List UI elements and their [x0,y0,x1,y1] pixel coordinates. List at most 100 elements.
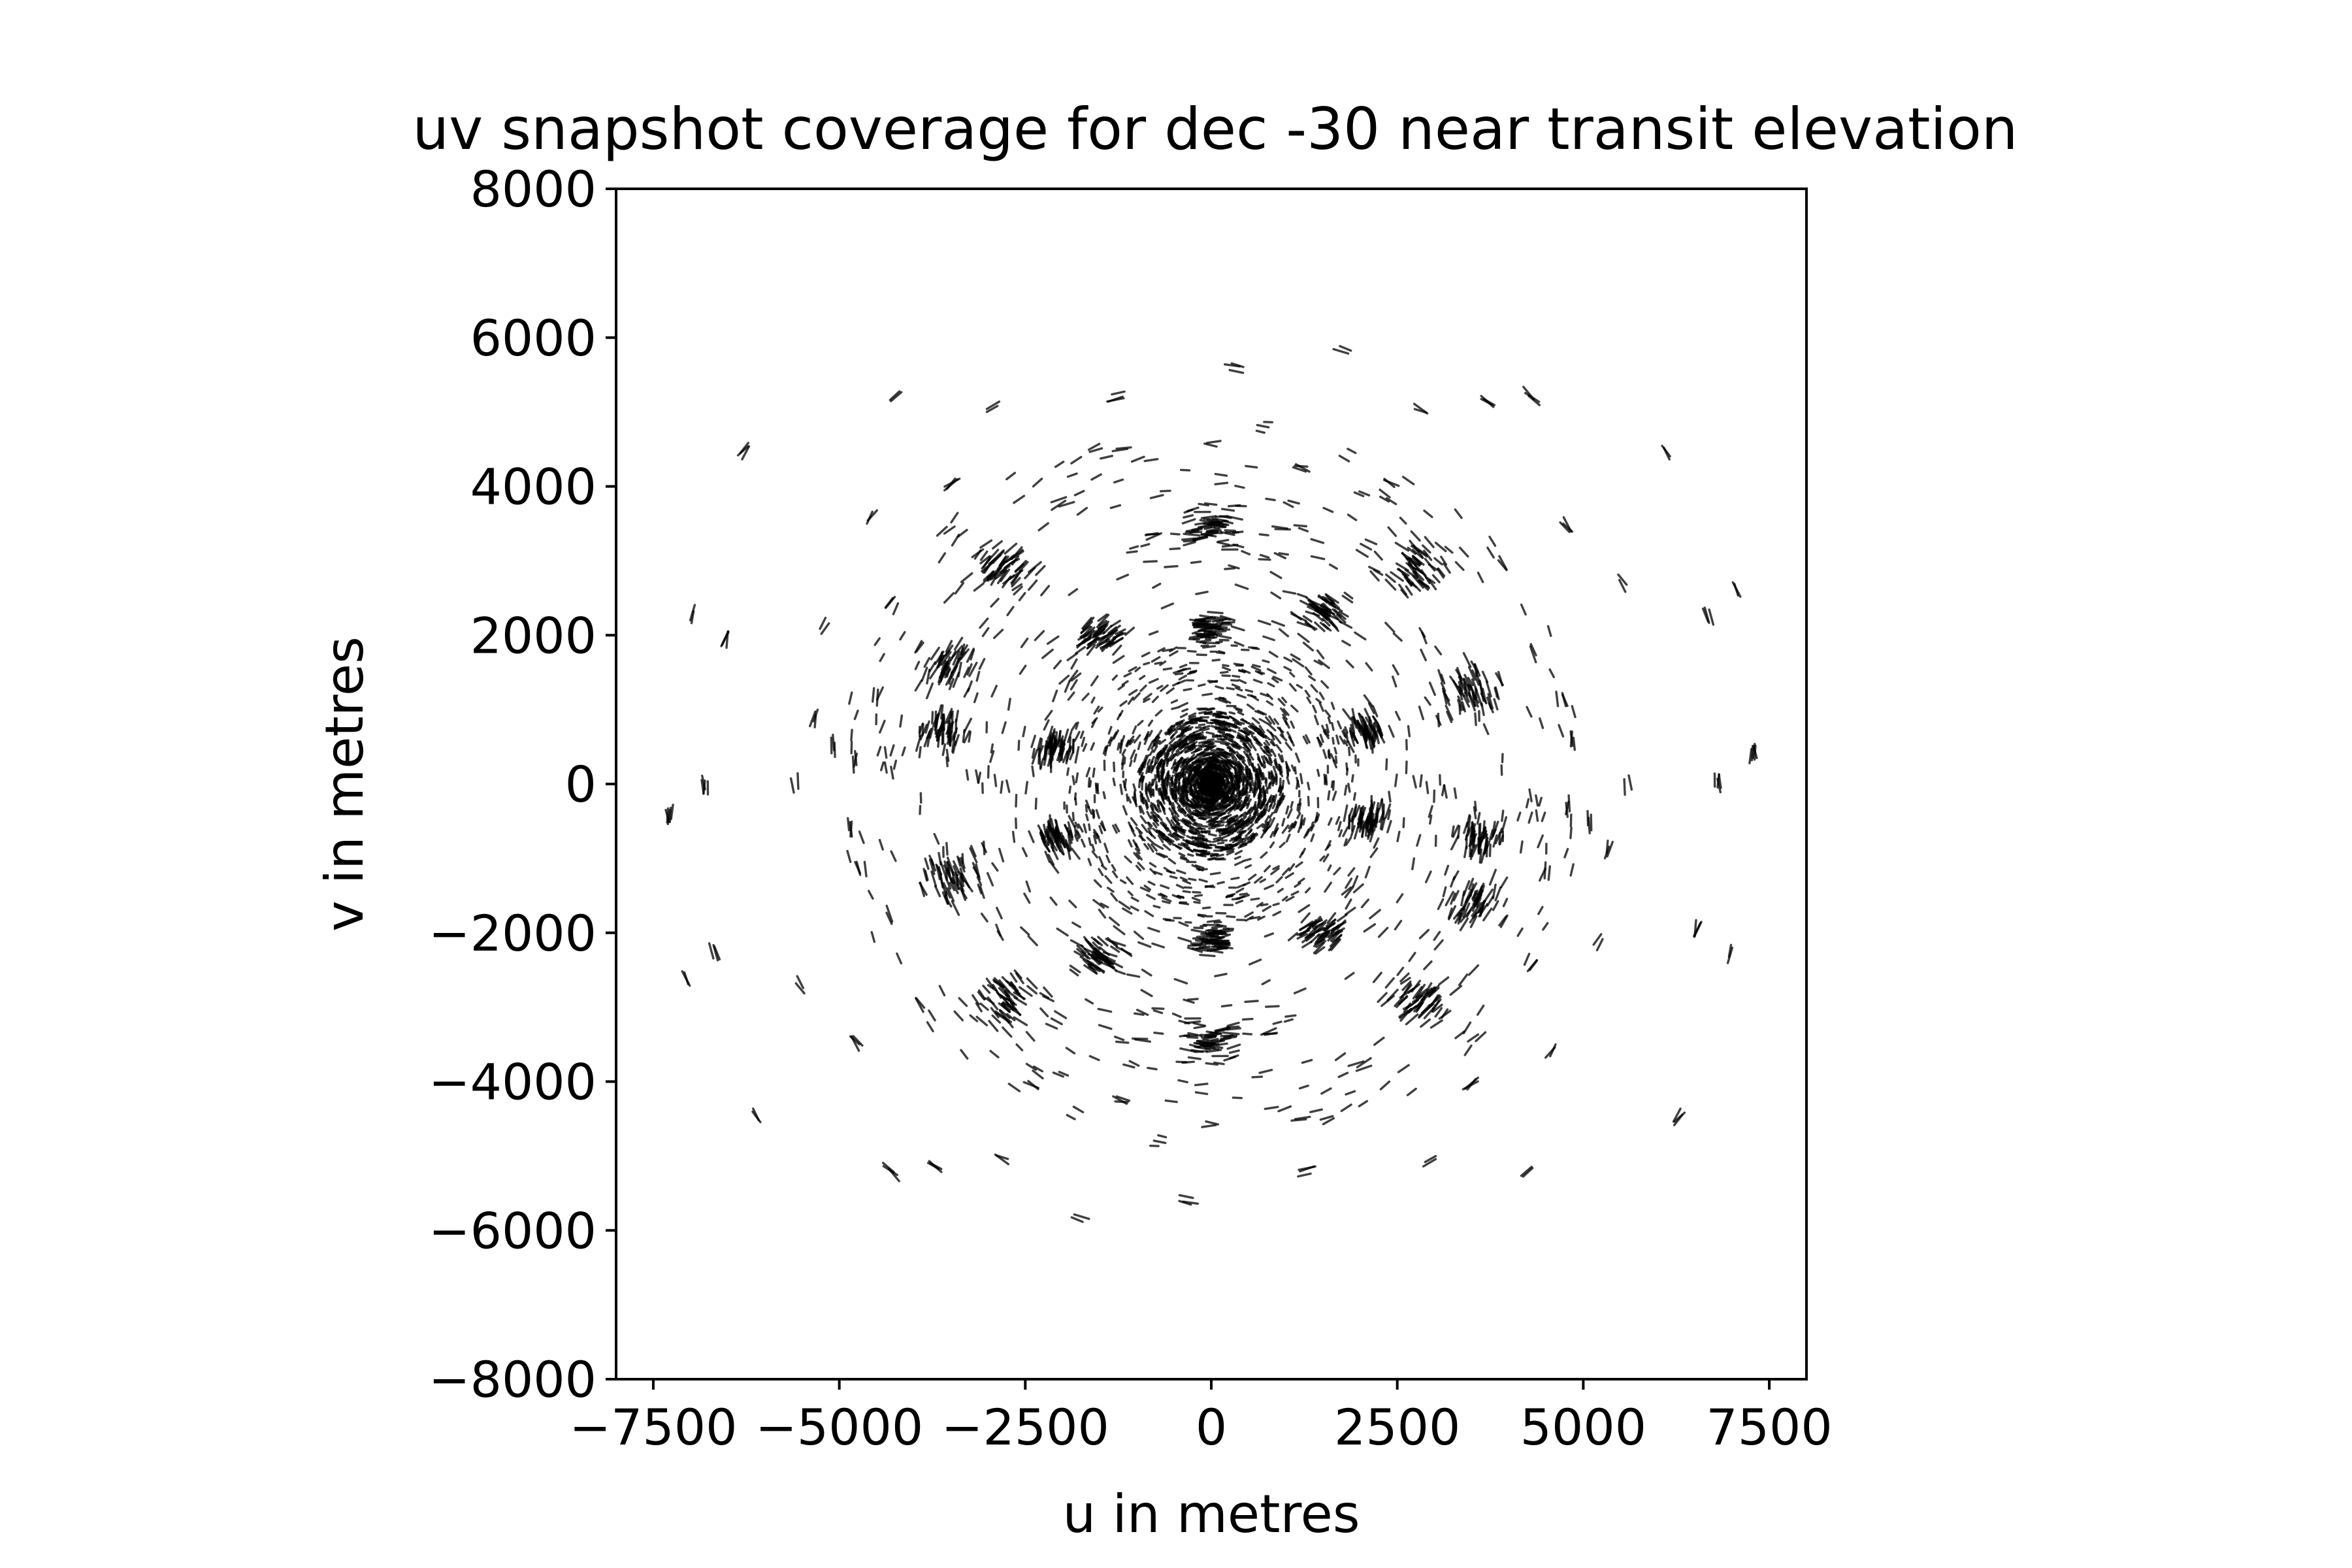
uv-point [1454,1030,1466,1039]
uv-point [1273,759,1278,769]
uv-point [1097,635,1109,642]
uv-point [1192,890,1201,894]
uv-point [1177,830,1186,836]
uv-point [1272,1021,1282,1025]
uv-point [1413,998,1424,1013]
uv-point [1564,800,1570,815]
uv-point [1672,1107,1682,1123]
uv-point [1606,840,1614,858]
uv-point [1235,900,1244,905]
uv-point [1043,986,1053,998]
uv-point [1753,744,1757,761]
uv-point [1231,777,1234,786]
uv-point [751,1107,760,1122]
uv-point [1273,718,1279,725]
uv-point [1726,946,1734,964]
uv-point [1463,681,1469,697]
uv-point [1145,764,1149,774]
uv-point [1424,557,1436,572]
uv-point [1537,834,1544,849]
uv-point [1146,810,1152,820]
uv-point [1188,764,1194,773]
uv-point [1307,781,1311,791]
uv-point [1555,691,1560,708]
uv-point [1191,896,1201,902]
uv-point [1141,823,1149,833]
uv-point [1412,575,1424,589]
uv-point [1056,844,1064,855]
uv-point [1065,1047,1076,1054]
uv-point [1245,727,1253,736]
uv-point [1313,926,1326,933]
uv-point [1364,866,1371,879]
uv-point [1054,1010,1068,1019]
uv-point [1348,814,1351,830]
uv-point [1234,772,1239,780]
uv-point [1282,590,1297,595]
uv-point [1269,781,1272,789]
uv-point [1262,659,1270,664]
uv-point [1075,829,1080,840]
uv-point [1324,923,1335,930]
uv-point [1238,670,1247,673]
uv-point [1501,816,1508,834]
uv-point [1111,632,1124,641]
uv-point [1238,679,1247,685]
uv-point [1227,832,1234,836]
uv-point [1247,759,1251,766]
uv-point [937,735,940,748]
uv-point [1209,809,1216,812]
uv-point [1005,554,1015,563]
uv-point [1273,794,1277,804]
uv-point [1197,524,1211,529]
uv-point [1154,709,1163,717]
uv-point [1205,440,1222,444]
uv-point [1220,531,1235,536]
uv-point [1453,787,1458,799]
uv-point [1228,736,1233,741]
uv-point [1228,1054,1239,1060]
uv-point [1207,788,1214,792]
uv-point [1092,898,1105,909]
uv-point [1233,805,1240,811]
uv-point [1181,537,1196,541]
uv-point [1183,728,1192,732]
uv-point [1359,812,1364,828]
uv-point [1151,788,1154,796]
uv-point [988,554,1002,565]
uv-point [739,442,750,455]
uv-point [1015,793,1018,808]
uv-point [1407,725,1411,738]
uv-point [973,582,985,592]
uv-point [1204,746,1214,751]
uv-point [1450,825,1455,838]
uv-point [995,1154,1009,1160]
uv-point [1035,564,1046,576]
uv-point [1105,855,1111,864]
uv-point [1373,837,1380,849]
uv-point [1230,772,1236,779]
uv-point [1428,805,1433,819]
uv-point [1232,531,1244,534]
uv-point [1175,721,1184,726]
uv-point [1264,815,1270,823]
uv-point [1360,542,1373,551]
uv-point [1235,779,1240,789]
uv-point [1184,748,1194,754]
uv-point [1239,842,1247,847]
uv-point [1092,941,1101,951]
uv-point [1209,776,1215,780]
uv-point [1218,696,1227,700]
uv-point [1206,617,1224,622]
uv-point [1147,843,1154,853]
uv-point [946,721,951,734]
uv-point [1363,923,1377,933]
uv-point [1245,768,1249,778]
uv-point [1127,796,1132,804]
uv-point [1186,718,1195,724]
uv-point [1190,793,1196,800]
uv-point [1223,1034,1234,1039]
uv-point [1208,752,1215,755]
uv-point [1267,723,1277,732]
uv-point [1164,919,1175,922]
